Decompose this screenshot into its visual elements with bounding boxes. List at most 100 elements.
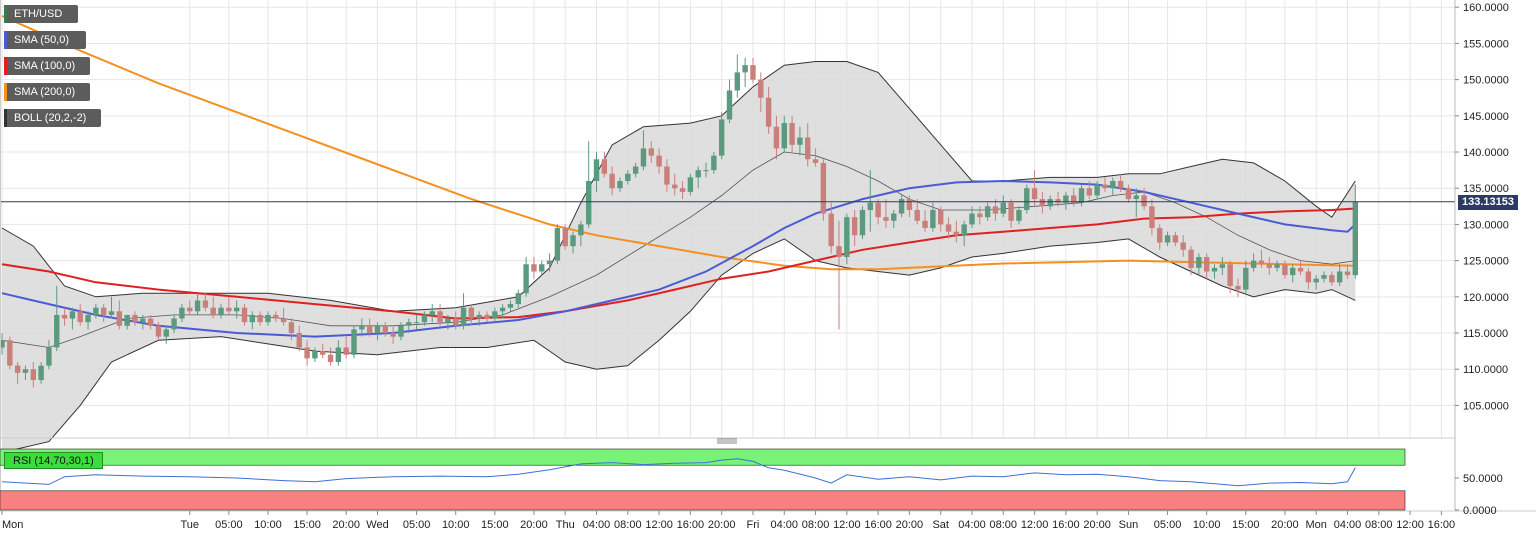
candle (836, 220, 842, 330)
candle-body (312, 351, 318, 359)
candle-body (750, 65, 756, 80)
candle-body (241, 307, 248, 323)
time-tick-label: Mon (2, 519, 23, 531)
legend-sma100-label: SMA (100,0) (14, 60, 76, 72)
candle-body (1070, 195, 1077, 203)
price-tick-label: 140.0000 (1463, 147, 1509, 159)
candle (335, 340, 342, 366)
candle-body (1008, 202, 1014, 221)
price-tick-label: 125.0000 (1463, 256, 1509, 268)
candle-body (147, 318, 154, 326)
candle-body (382, 325, 389, 334)
time-tick-label: 05:00 (215, 519, 243, 531)
time-tick-label: 10:00 (254, 519, 282, 531)
candle (539, 260, 545, 276)
legend-boll[interactable]: BOLL (20,2,-2) (4, 109, 101, 127)
candle (938, 206, 944, 232)
candle-body (883, 217, 889, 221)
candle (1227, 260, 1233, 294)
legend-rsi[interactable]: RSI (14,70,30,1) (4, 452, 103, 469)
last-price-tag: 133.13153 (1458, 195, 1518, 210)
candle-body (1133, 195, 1139, 200)
legend-sma50-label: SMA (50,0) (14, 34, 70, 46)
rsi-tick-label: 50.0000 (1463, 473, 1503, 485)
candle (0, 333, 5, 355)
candle-body (366, 325, 373, 334)
time-tick-label: Tue (180, 519, 199, 531)
candle (844, 213, 850, 265)
candle (1211, 264, 1218, 279)
candle-body (1172, 235, 1179, 243)
candle-body (249, 314, 256, 323)
candle-body (906, 199, 913, 210)
candle-body (930, 209, 936, 229)
candle (351, 325, 357, 359)
sma50-line (1, 179, 1356, 338)
time-tick-label: 04:00 (958, 519, 986, 531)
candle (945, 217, 952, 239)
candle-body (124, 314, 130, 326)
candle (108, 296, 115, 319)
sma50-swatch (4, 31, 7, 49)
candle (977, 206, 983, 225)
candle (687, 173, 694, 196)
boll-lower-line (1, 238, 1356, 453)
time-tick-label: 08:00 (1365, 519, 1393, 531)
candle (390, 325, 396, 344)
candle (672, 173, 678, 196)
candle (601, 152, 608, 178)
time-tick-label: 04:00 (770, 519, 798, 531)
candle-body (14, 365, 21, 373)
legend-symbol-label: ETH/USD (14, 8, 63, 20)
candle (1016, 206, 1022, 225)
candle-body (437, 311, 443, 323)
legend-sma50[interactable]: SMA (50,0) (4, 31, 86, 49)
candle-body (515, 293, 521, 305)
legend-sma200[interactable]: SMA (200,0) (4, 83, 90, 101)
candle (1086, 180, 1093, 200)
candle-body (625, 173, 631, 181)
candle (797, 126, 803, 156)
candle-body (194, 300, 201, 312)
candle-body (695, 170, 701, 178)
candle (523, 257, 529, 297)
candle-body (570, 235, 576, 247)
candle-body (1039, 199, 1046, 207)
time-tick-label: 20:00 (332, 519, 360, 531)
candle-body (30, 369, 36, 381)
candle-body (108, 311, 115, 315)
candle-body (359, 325, 365, 330)
sma200-line (1, 14, 1356, 271)
candle-body (984, 206, 991, 218)
candle (1266, 257, 1272, 276)
bollinger-bands (1, 61, 1356, 453)
time-tick-label: Fri (747, 519, 760, 531)
candle-body (1196, 257, 1202, 268)
candle-body (1266, 264, 1272, 268)
candle (851, 209, 858, 247)
candle-body (140, 318, 146, 323)
grid (0, 0, 1455, 438)
time-tick-label: 15:00 (481, 519, 509, 531)
candle-body (179, 307, 185, 319)
candle-body (1125, 188, 1132, 200)
candle (1329, 271, 1335, 286)
candle-body (0, 340, 5, 348)
symbol-swatch (4, 5, 7, 23)
candle-body (280, 318, 287, 323)
candle (257, 311, 263, 326)
candle (421, 311, 428, 326)
candle (265, 311, 271, 326)
candle (773, 115, 780, 160)
candle (476, 311, 482, 326)
candle-body (617, 180, 623, 189)
candle (46, 340, 52, 370)
candle-body (679, 188, 686, 192)
legend-symbol[interactable]: ETH/USD (4, 5, 78, 23)
candle (320, 343, 326, 359)
candle-body (1243, 267, 1249, 290)
legend-sma100[interactable]: SMA (100,0) (4, 57, 90, 75)
candle (327, 347, 334, 366)
candle-body (1290, 267, 1296, 276)
